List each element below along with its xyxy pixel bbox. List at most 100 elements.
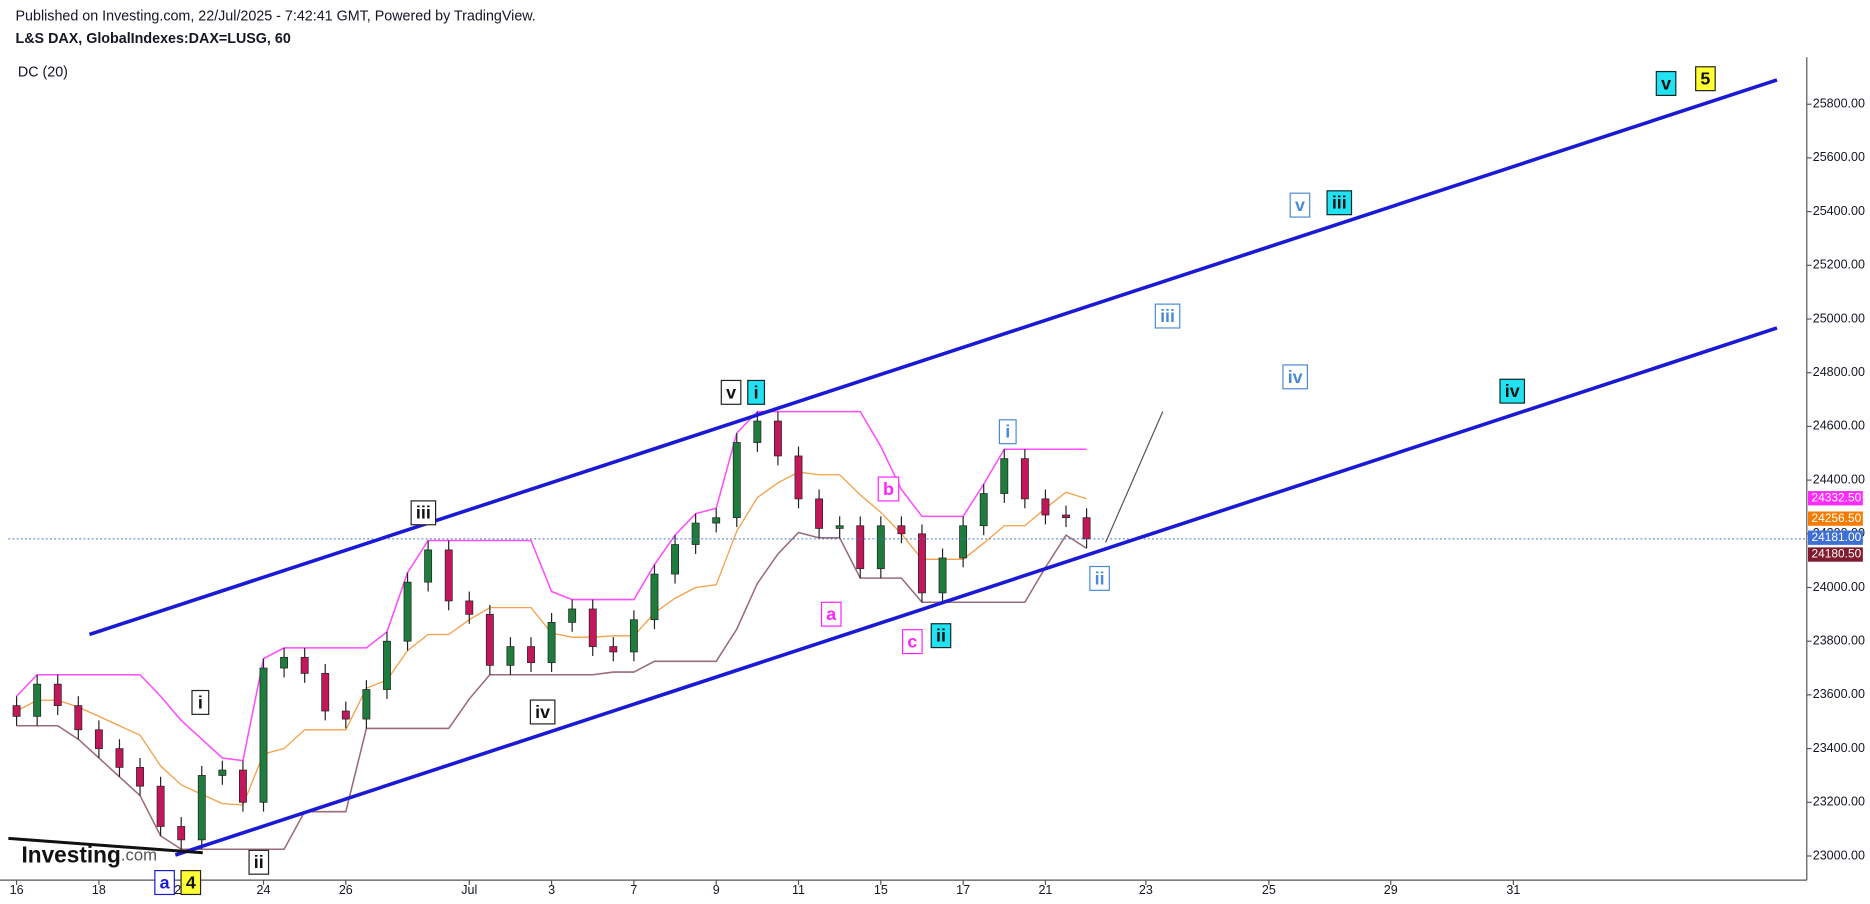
candle-body — [177, 826, 186, 841]
y-tick-label: 24000.00 — [1813, 580, 1865, 594]
y-tick-label: 24600.00 — [1813, 419, 1865, 433]
price-tag-label: 24181.00 — [1812, 530, 1862, 544]
wave-label-text: iv — [1288, 367, 1303, 387]
wave-label-box — [410, 500, 437, 526]
candle-body — [300, 656, 309, 674]
wave-label-text: iv — [1505, 381, 1520, 401]
wave-label-box — [747, 379, 766, 405]
wave-label: a — [154, 870, 175, 896]
candle-body — [1020, 458, 1029, 500]
wave-label: b — [877, 476, 900, 502]
wave-label-box — [901, 629, 923, 655]
wave-label-text: i — [1005, 422, 1010, 442]
candle-body — [815, 498, 824, 529]
x-tick-label: 7 — [630, 883, 637, 897]
wave-label: ii — [1089, 565, 1110, 591]
candle-body — [1062, 514, 1070, 519]
x-tick-label: 21 — [1038, 883, 1052, 897]
candle-body — [876, 525, 885, 570]
wave-label: iii — [1326, 190, 1353, 216]
wave-label-box — [180, 870, 202, 896]
wave-label-box — [1282, 364, 1308, 390]
candle-body — [1082, 517, 1091, 540]
wave-label-text: 4 — [186, 872, 196, 892]
candle-body — [280, 656, 289, 669]
candle-body — [938, 557, 947, 594]
y-tick-label: 25600.00 — [1813, 150, 1865, 164]
price-tag-label: 24332.50 — [1812, 490, 1862, 504]
x-tick-label: 23 — [1139, 883, 1153, 897]
wave-label-text: v — [1295, 195, 1305, 215]
wave-label: i — [998, 419, 1017, 445]
wave-label: v — [1655, 70, 1677, 97]
candle-body — [506, 646, 515, 666]
candle-body — [629, 619, 638, 653]
wave-label: iv — [1499, 378, 1526, 404]
y-tick-label: 25400.00 — [1813, 204, 1865, 218]
x-tick-label: 25 — [1262, 883, 1276, 897]
candle-body — [753, 420, 762, 443]
channel-upper — [88, 78, 1778, 637]
wave-label-text: iii — [416, 503, 431, 523]
candle-body — [465, 600, 474, 615]
wave-label-text: v — [726, 382, 736, 402]
y-tick-label: 24400.00 — [1813, 472, 1865, 486]
projection-line — [1104, 411, 1164, 543]
candle-body — [588, 608, 597, 647]
wave-label-text: a — [160, 872, 171, 892]
candle-body — [341, 710, 350, 720]
y-tick-label: 23200.00 — [1813, 795, 1865, 809]
plot-area — [8, 78, 1807, 857]
wave-label: a — [820, 601, 842, 627]
wave-label-text: a — [826, 604, 837, 624]
candle-body — [609, 646, 618, 653]
candle-body — [547, 622, 556, 664]
wave-label-text: ii — [936, 626, 946, 646]
wave-label-text: ii — [254, 852, 264, 872]
candle-body — [835, 525, 844, 529]
x-tick-label: 16 — [10, 883, 24, 897]
symbol-title: L&S DAX, GlobalIndexes:DAX=LUSG, 60 — [16, 31, 291, 47]
wave-label: v — [1289, 192, 1311, 218]
wave-label-text: i — [198, 692, 203, 712]
candle-body — [979, 493, 988, 527]
wave-label-box — [1655, 70, 1677, 97]
candle-body — [238, 769, 247, 803]
wave-label-box — [720, 379, 742, 405]
candle-body — [1000, 458, 1009, 494]
wave-label: 4 — [180, 870, 202, 896]
wave-label-text: c — [907, 632, 917, 652]
wave-label: i — [191, 689, 210, 715]
y-tick-label: 25000.00 — [1813, 311, 1865, 325]
price-tag — [1807, 491, 1863, 506]
wave-label-text: 5 — [1700, 69, 1710, 89]
logo-main: Investing — [21, 841, 120, 867]
wave-label-text: b — [883, 479, 894, 499]
x-tick-label: 3 — [548, 883, 555, 897]
price-tag-label: 24180.50 — [1812, 547, 1862, 561]
wave-label: 5 — [1695, 66, 1716, 92]
candle-body — [94, 729, 103, 749]
logo: Investing.com — [21, 841, 157, 867]
candle-body — [773, 420, 782, 457]
wave-label-box — [1499, 378, 1526, 404]
base-line — [8, 836, 203, 855]
x-tick-label: 18 — [92, 883, 106, 897]
published-note: Published on Investing.com, 22/Jul/2025 … — [16, 8, 536, 24]
wave-label-text: iii — [1160, 306, 1175, 326]
candle-body — [33, 683, 42, 717]
x-tick-label: 15 — [874, 883, 888, 897]
logo-suffix: .com — [121, 846, 157, 865]
candle-body — [383, 640, 391, 690]
candle-body — [403, 581, 412, 642]
wave-label-box — [154, 870, 175, 896]
wave-label: c — [901, 629, 923, 655]
wave-label-box — [1154, 303, 1181, 329]
wave-label: ii — [248, 849, 270, 875]
candle-body — [897, 525, 906, 535]
wave-label: i — [747, 379, 766, 405]
candle-body — [424, 549, 433, 583]
x-tick-label: 9 — [713, 883, 720, 897]
